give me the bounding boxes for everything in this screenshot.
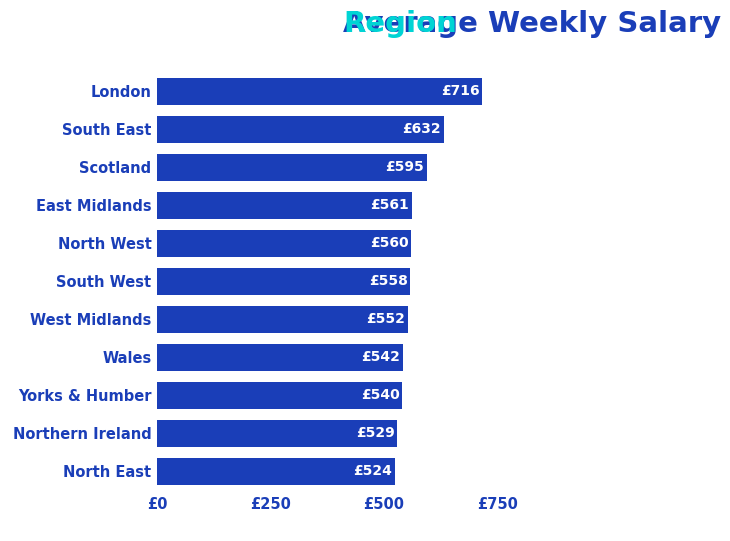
Text: £560: £560 (370, 236, 409, 250)
Text: £558: £558 (369, 274, 407, 288)
Text: Region: Region (344, 10, 458, 38)
Bar (157, 420, 397, 447)
Bar (157, 382, 402, 408)
Bar (157, 306, 407, 333)
Bar (157, 458, 395, 485)
Text: £542: £542 (361, 351, 400, 364)
Text: £552: £552 (366, 312, 405, 326)
Bar (157, 78, 482, 104)
Text: £716: £716 (441, 84, 480, 98)
Bar (157, 230, 411, 256)
Bar (157, 154, 427, 181)
Bar (157, 192, 412, 219)
Text: £632: £632 (402, 122, 441, 136)
Bar (157, 344, 403, 371)
Text: £595: £595 (385, 160, 424, 174)
Bar (157, 116, 444, 143)
Text: £529: £529 (356, 426, 394, 440)
Text: £561: £561 (370, 199, 409, 212)
Text: £540: £540 (361, 388, 399, 403)
Text: Average Weekly Salary by: Average Weekly Salary by (342, 10, 730, 38)
Text: £524: £524 (353, 464, 392, 478)
Bar (157, 268, 410, 295)
